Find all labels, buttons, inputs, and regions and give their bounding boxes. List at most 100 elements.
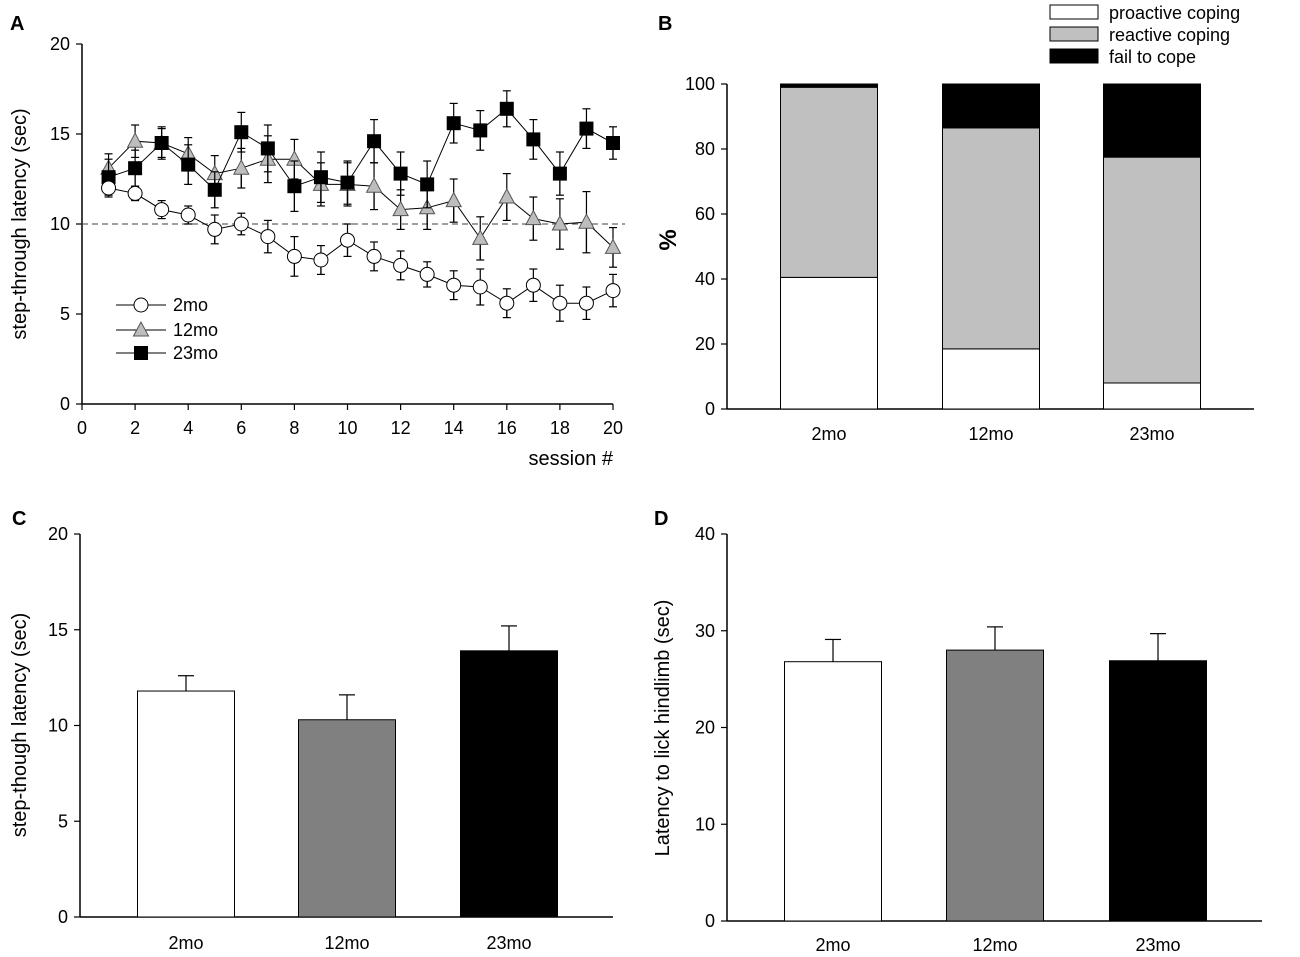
series-2mo-point — [605, 283, 621, 299]
panel-a-xtick-label: 12 — [391, 418, 411, 438]
panel-d-category-label: 12mo — [972, 935, 1017, 955]
series-12mo-point — [604, 238, 622, 254]
legend-fail-swatch — [1049, 48, 1099, 64]
series-23mo-point — [552, 166, 567, 181]
series-2mo-point — [233, 216, 249, 232]
legend-proactive-swatch — [1049, 4, 1099, 20]
panel-c-bar-23mo — [460, 650, 558, 918]
series-12mo-point — [525, 209, 542, 226]
series-2mo-point — [419, 266, 435, 282]
panel-c-ytick-label: 10 — [48, 716, 68, 736]
panel-b-legend: proactive coping reactive coping fail to… — [1049, 3, 1240, 67]
series-12mo-point — [551, 214, 569, 231]
legend-23mo-label: 23mo — [173, 343, 218, 363]
panel-b-ytick-label: 80 — [695, 139, 715, 159]
panel-b-stacked-bar-chart: % proactive coping reactive coping fail … — [655, 3, 1254, 444]
series-2mo — [101, 178, 621, 322]
series-23mo-point — [367, 134, 382, 149]
panel-a-ytick-label: 0 — [60, 394, 70, 414]
series-23mo-point — [446, 116, 461, 131]
series-12mo-point — [365, 177, 383, 193]
panel-c-ytick-label: 15 — [48, 620, 68, 640]
series-12mo-point — [126, 132, 144, 148]
panel-b-ytick-label: 40 — [695, 269, 715, 289]
panel-c-bar-12mo — [298, 719, 396, 918]
panel-d-category-label: 2mo — [815, 935, 850, 955]
series-2mo-point — [127, 185, 143, 201]
panel-b-y-label: % — [655, 229, 682, 250]
panel-d-ytick-label: 10 — [695, 814, 715, 834]
legend-2mo-label: 2mo — [173, 295, 208, 315]
legend-reactive-swatch — [1049, 26, 1099, 42]
panel-c-category-label: 23mo — [486, 933, 531, 953]
panel-d-bar-2mo — [784, 661, 882, 922]
legend-proactive-label: proactive coping — [1109, 3, 1240, 23]
legend-fail-label: fail to cope — [1109, 47, 1196, 67]
series-2mo-point — [472, 279, 488, 295]
panel-c-bar-2mo — [137, 690, 235, 918]
panel-d-ytick-label: 20 — [695, 718, 715, 738]
series-23mo-point — [260, 141, 275, 156]
series-12mo — [100, 124, 622, 268]
series-23mo-point — [154, 136, 169, 150]
series-2mo-point — [499, 295, 515, 311]
series-23mo-point — [579, 121, 594, 136]
panel-a-ytick-label: 20 — [50, 34, 70, 54]
panel-a-xtick-label: 16 — [497, 418, 517, 438]
bar-2mo-proactive-coping — [780, 276, 878, 410]
legend-12mo-label: 12mo — [173, 320, 218, 340]
panel-d-category-label: 23mo — [1135, 935, 1180, 955]
panel-d-y-label: Latency to lick hindlimb (sec) — [652, 600, 674, 857]
legend-reactive-label: reactive coping — [1109, 25, 1230, 45]
panel-a-xtick-label: 8 — [289, 418, 299, 438]
panel-d-bar-12mo — [946, 649, 1044, 922]
panel-b-ytick-label: 0 — [705, 399, 715, 419]
series-23mo-point — [128, 161, 143, 176]
series-23mo-point — [207, 182, 222, 197]
panel-b-ytick-label: 60 — [695, 204, 715, 224]
panel-a-ytick-label: 10 — [50, 214, 70, 234]
panel-a-xtick-label: 6 — [236, 418, 246, 438]
series-2mo-point — [552, 295, 568, 311]
series-23mo — [101, 90, 620, 212]
bar-12mo-reactive-coping — [942, 127, 1040, 350]
bar-23mo-reactive-coping — [1103, 156, 1201, 384]
panel-a-y-label: step-through latency (sec) — [9, 108, 31, 339]
legend-12mo-marker — [132, 320, 150, 337]
panel-b-category-label: 23mo — [1129, 424, 1174, 444]
panel-a-xtick-label: 10 — [337, 418, 357, 438]
series-12mo-point — [498, 187, 516, 204]
series-23mo-point — [340, 175, 355, 190]
series-12mo-point — [578, 213, 595, 229]
bar-2mo-reactive-coping — [780, 86, 878, 278]
series-2mo-point — [313, 252, 329, 268]
panel-c-category-label: 2mo — [168, 933, 203, 953]
bar-2mo-fail-to-cope — [780, 83, 878, 88]
series-2mo-point — [525, 277, 541, 293]
series-2mo-point — [101, 180, 117, 196]
panel-c-ytick-label: 20 — [48, 524, 68, 544]
panel-b-letter: B — [658, 13, 672, 35]
series-2mo-point — [578, 295, 594, 311]
series-2mo-point — [340, 232, 355, 248]
panel-c-category-label: 12mo — [324, 933, 369, 953]
panel-c-ytick-label: 5 — [58, 811, 68, 831]
series-2mo-point — [446, 277, 462, 293]
panel-c-ytick-label: 0 — [58, 907, 68, 927]
series-23mo-point — [606, 136, 620, 150]
series-23mo-point — [499, 101, 514, 116]
panel-a-line-chart: step-through latency (sec) session # 2mo… — [9, 34, 625, 470]
panel-a-xtick-label: 0 — [77, 418, 87, 438]
panel-b-category-label: 2mo — [811, 424, 846, 444]
series-23mo-point — [234, 125, 249, 140]
panel-a-xtick-label: 14 — [444, 418, 464, 438]
series-23mo-point — [526, 132, 541, 147]
series-2mo-point — [393, 257, 409, 273]
legend-23mo-marker — [134, 346, 148, 360]
panel-b-ytick-label: 20 — [695, 334, 715, 354]
bar-23mo-fail-to-cope — [1103, 83, 1201, 158]
panel-a-xtick-label: 4 — [183, 418, 193, 438]
panel-b-category-label: 12mo — [968, 424, 1013, 444]
panel-d-ytick-label: 30 — [695, 621, 715, 641]
panel-d-bar-23mo — [1109, 660, 1207, 922]
